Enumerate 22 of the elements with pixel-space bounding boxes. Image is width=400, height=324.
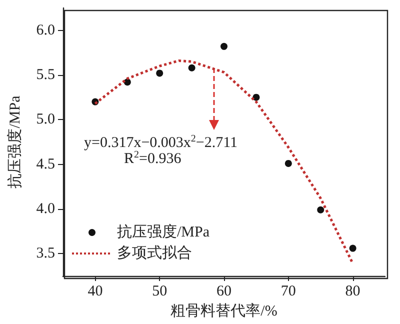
point xyxy=(349,244,356,252)
y-tick-label: 6.0 xyxy=(36,22,55,38)
point xyxy=(220,42,228,50)
x-axis-title: 粗骨料替代率/% xyxy=(170,302,278,320)
x-tick-label: 80 xyxy=(345,284,360,300)
point xyxy=(252,94,260,101)
x-tick-label: 50 xyxy=(152,284,168,300)
legend-label: 抗压强度/MPa xyxy=(117,224,210,240)
y-tick-label: 4.0 xyxy=(36,201,55,217)
x-tick-label: 60 xyxy=(216,284,232,300)
point xyxy=(317,206,324,214)
y-tick-label: 5.0 xyxy=(36,112,55,128)
legend-label: 多项式拟合 xyxy=(117,244,192,262)
y-axis-title: 抗压强度/MPa xyxy=(6,95,24,188)
y-tick-label: 5.5 xyxy=(36,67,55,83)
y-tick-label: 4.5 xyxy=(36,156,55,172)
point xyxy=(188,64,196,72)
point xyxy=(284,160,292,167)
x-tick-label: 40 xyxy=(88,284,103,300)
x-tick-label: 70 xyxy=(280,284,296,300)
y-tick-label: 3.5 xyxy=(36,246,55,262)
point xyxy=(156,70,164,77)
